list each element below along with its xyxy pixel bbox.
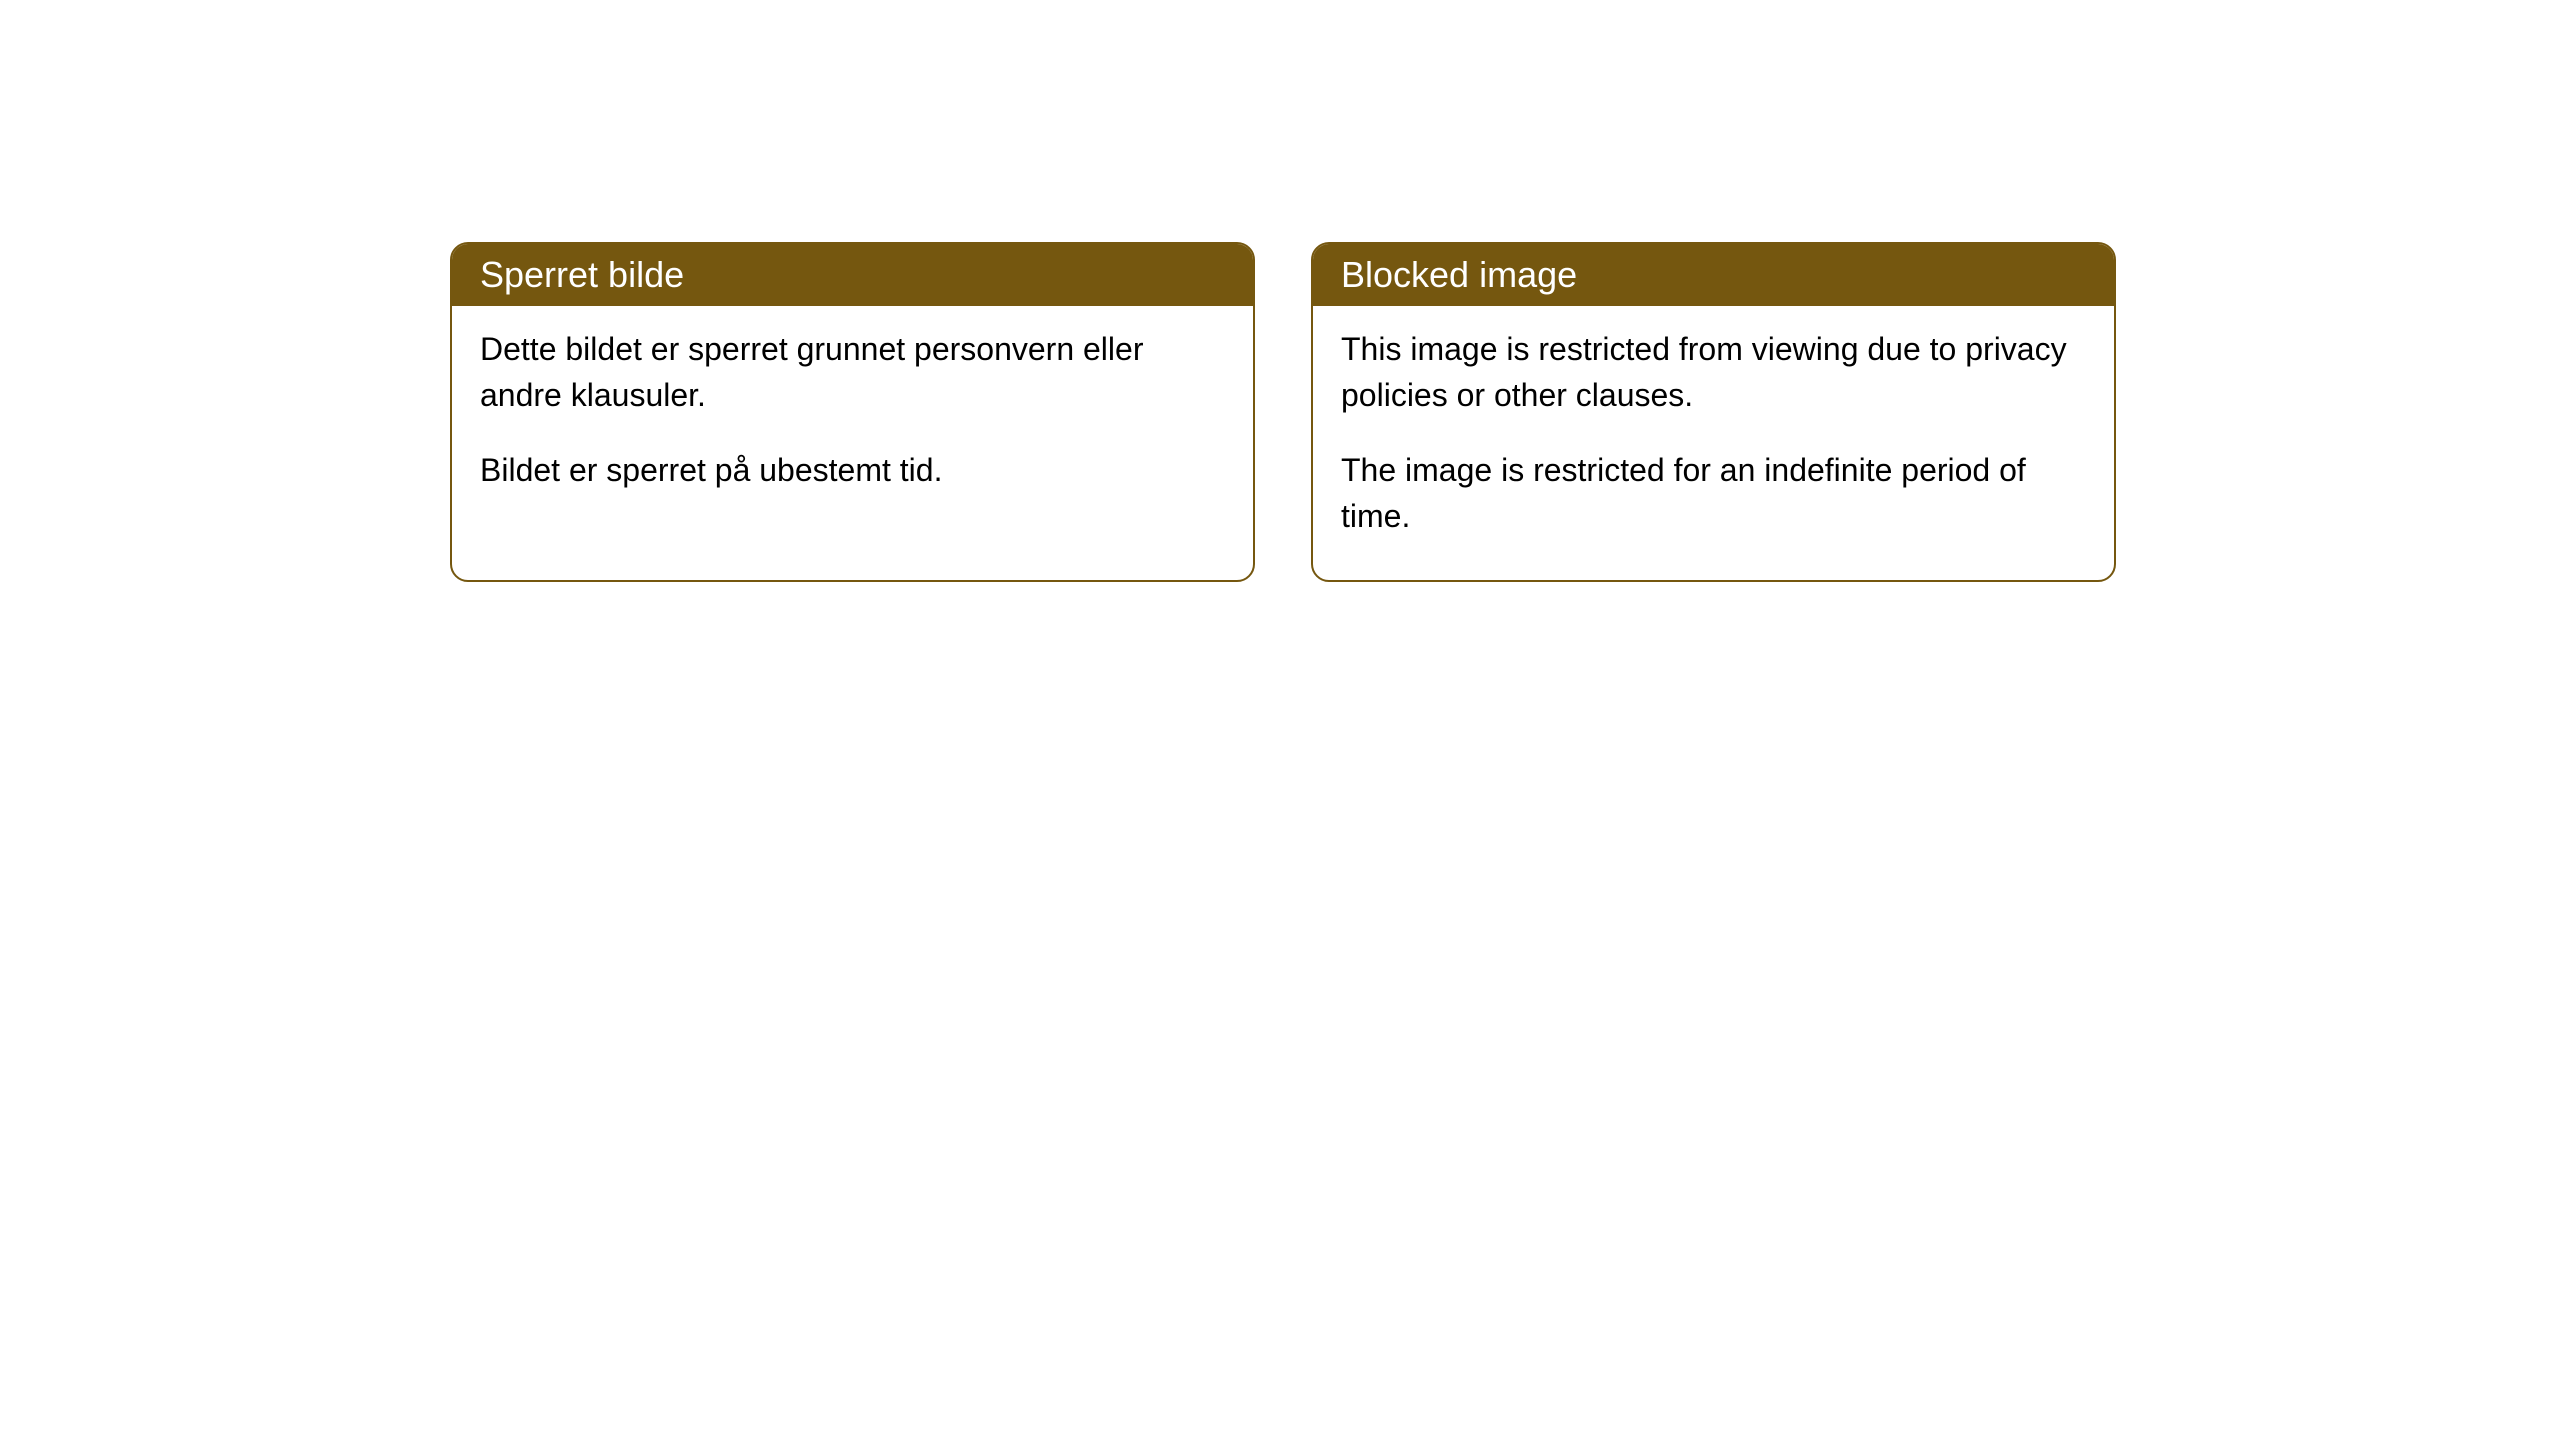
blocked-image-card-english: Blocked image This image is restricted f… [1311, 242, 2116, 582]
card-paragraph-2-norwegian: Bildet er sperret på ubestemt tid. [480, 447, 1225, 493]
card-paragraph-2-english: The image is restricted for an indefinit… [1341, 447, 2086, 540]
card-title-english: Blocked image [1341, 254, 1577, 295]
card-title-norwegian: Sperret bilde [480, 254, 684, 295]
cards-container: Sperret bilde Dette bildet er sperret gr… [450, 242, 2116, 582]
card-header-english: Blocked image [1313, 244, 2114, 306]
card-body-norwegian: Dette bildet er sperret grunnet personve… [452, 306, 1253, 533]
card-body-english: This image is restricted from viewing du… [1313, 306, 2114, 580]
card-header-norwegian: Sperret bilde [452, 244, 1253, 306]
card-paragraph-1-english: This image is restricted from viewing du… [1341, 326, 2086, 419]
blocked-image-card-norwegian: Sperret bilde Dette bildet er sperret gr… [450, 242, 1255, 582]
card-paragraph-1-norwegian: Dette bildet er sperret grunnet personve… [480, 326, 1225, 419]
